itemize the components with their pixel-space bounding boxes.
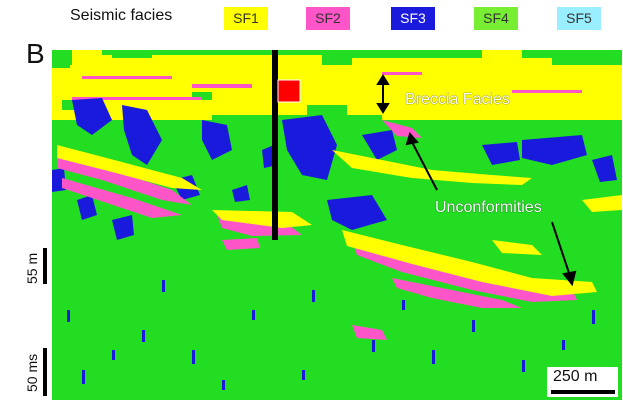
depth-scale-label: 55 m [24, 252, 40, 284]
sf1-middle-bands [57, 145, 622, 296]
sf3-blue-blobs [52, 98, 617, 240]
legend-sf4: SF4 [474, 7, 518, 30]
well-marker [277, 79, 301, 103]
unconformity-arrows [405, 131, 577, 287]
horizontal-scale-label: 250 m [553, 368, 598, 385]
legend-sf5: SF5 [557, 7, 601, 30]
legend-sf1: SF1 [224, 7, 268, 30]
legend-sf3: SF3 [391, 7, 435, 30]
sf2-streaks-top [72, 72, 582, 100]
breccia-facies-label: Breccia Facies [405, 91, 510, 108]
legend-sf2: SF2 [306, 7, 350, 30]
well-line [272, 50, 278, 240]
unconformities-label: Unconformities [435, 199, 542, 216]
depth-scale-bar [43, 248, 47, 284]
horizontal-scale-bar [551, 390, 615, 394]
sf3-scattered-specks [67, 280, 615, 390]
seismic-facies-map [52, 50, 622, 400]
facies-legend: Seismic facies SF1 SF2 SF3 SF4 SF5 [0, 0, 623, 36]
breccia-thickness-arrow [376, 74, 390, 114]
sf2-pink-lenses [57, 120, 577, 340]
time-scale-bar [43, 348, 47, 396]
legend-title: Seismic facies [70, 7, 173, 24]
panel-letter: B [26, 38, 45, 69]
time-scale-label: 50 ms [24, 353, 40, 392]
